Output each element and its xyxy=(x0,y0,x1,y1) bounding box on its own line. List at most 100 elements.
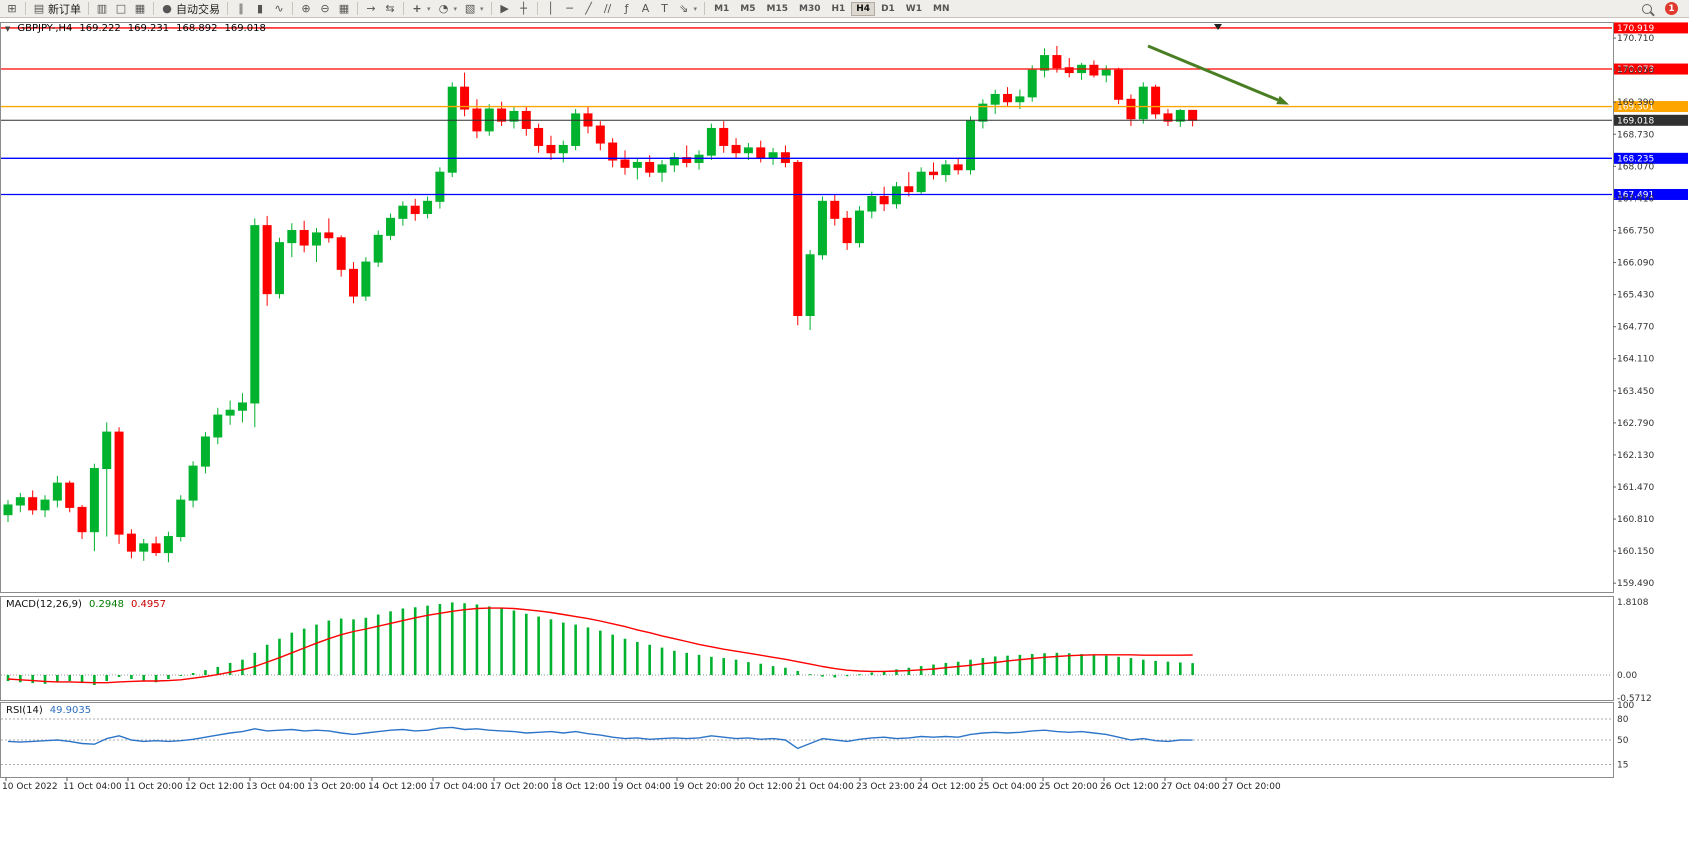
macd-histogram-bar xyxy=(796,670,800,675)
toolbar-separator xyxy=(490,2,492,15)
auto-trading-button[interactable]: ● 自动交易 xyxy=(158,1,223,17)
candle-down xyxy=(1126,98,1136,120)
bar-chart-button[interactable]: ∥ xyxy=(232,1,250,17)
chart-expand-icon[interactable]: ▼ xyxy=(5,24,11,33)
price-axis-label: 163.450 xyxy=(1617,387,1654,397)
macd-histogram-bar xyxy=(919,666,923,675)
search-icon xyxy=(1642,3,1652,14)
equidistant-channel-button[interactable]: ∕∕ xyxy=(599,1,617,17)
macd-histogram-bar xyxy=(1191,663,1194,675)
tf-d1-button[interactable]: D1 xyxy=(876,2,900,16)
text-label-button[interactable]: T xyxy=(656,1,674,17)
macd-histogram-bar xyxy=(339,618,343,675)
rsi-pane-label: RSI(14) 49.9035 xyxy=(6,705,91,716)
toolbar-separator xyxy=(292,2,293,15)
toolbar-separator xyxy=(536,2,538,15)
macd-histogram-bar xyxy=(278,638,281,675)
vertical-line-button[interactable]: │ xyxy=(542,1,560,17)
zoom-out-button[interactable]: ⊖ xyxy=(316,1,334,17)
time-axis[interactable]: 10 Oct 2022 11 Oct 04:00 11 Oct 20:00 12 Oc… xyxy=(2,777,1281,793)
tf-mn-label: MN xyxy=(933,3,950,14)
notification-badge[interactable]: 1 xyxy=(1665,2,1678,15)
macd-histogram-bar xyxy=(1166,661,1170,675)
indicators-button[interactable]: + ▾ xyxy=(408,1,434,17)
rsi-axis-label: 80 xyxy=(1617,715,1629,725)
candle-up xyxy=(990,93,1000,105)
zoom-in-button[interactable]: ⊕ xyxy=(297,1,315,17)
macd-histogram-bar xyxy=(1179,662,1182,675)
candle-up xyxy=(250,225,260,404)
print-button[interactable]: ▥ xyxy=(93,1,111,17)
candle-up xyxy=(1101,69,1111,76)
fibonacci-button[interactable]: ƒ xyxy=(618,1,636,17)
cursor-button[interactable]: ▶ xyxy=(496,1,514,17)
tf-w1-button[interactable]: W1 xyxy=(901,2,927,16)
new-order-button[interactable]: ▤ 新订单 xyxy=(30,1,84,17)
new-chart-icon: ⊞ xyxy=(7,1,17,15)
macd-histogram-bar xyxy=(463,603,466,675)
candle-down xyxy=(336,237,346,270)
candle-up xyxy=(854,210,864,244)
text-button[interactable]: A xyxy=(637,1,655,17)
candle-down xyxy=(929,171,938,176)
macd-value-signal: 0.4957 xyxy=(130,599,166,610)
time-axis-label: 13 Oct 04:00 xyxy=(246,782,305,792)
autotrade-icon: ● xyxy=(162,1,172,15)
macd-histogram-bar xyxy=(216,666,220,675)
tf-h1-button[interactable]: H1 xyxy=(826,2,850,16)
pane-splitter-rsi[interactable] xyxy=(0,700,1689,703)
templates-button[interactable]: ▧ ▾ xyxy=(461,1,487,17)
line-chart-button[interactable]: ∿ xyxy=(270,1,288,17)
tf-m5-button[interactable]: M5 xyxy=(735,2,760,16)
candle-up xyxy=(1027,69,1037,98)
candle-up xyxy=(743,147,753,154)
chart-shift-marker[interactable] xyxy=(1214,24,1222,30)
new-chart-button[interactable]: ⊞ xyxy=(3,1,21,17)
horizontal-line-button[interactable]: ─ xyxy=(561,1,579,17)
candlestick-chart-button[interactable]: ▮ xyxy=(251,1,269,17)
macd-histogram xyxy=(6,602,1194,686)
tf-m1-button[interactable]: M1 xyxy=(709,2,734,16)
auto-trading-label: 自动交易 xyxy=(176,2,220,16)
trend-arrow-object[interactable] xyxy=(1147,44,1279,102)
candle-down xyxy=(1052,55,1062,69)
price-badge-value: 169.301 xyxy=(1617,103,1654,113)
pane-splitter-macd[interactable] xyxy=(0,593,1689,596)
tf-mn-button[interactable]: MN xyxy=(928,2,955,16)
macd-histogram-bar xyxy=(821,675,824,677)
tile-windows-button[interactable]: ▦ xyxy=(335,1,353,17)
candle-down xyxy=(1064,67,1074,74)
tf-h4-button[interactable]: H4 xyxy=(851,1,876,16)
tf-m15-button[interactable]: M15 xyxy=(762,2,793,16)
chart-shift-button[interactable]: ⇆ xyxy=(381,1,399,17)
toolbar-separator xyxy=(227,2,228,15)
tf-m30-button[interactable]: M30 xyxy=(794,2,825,16)
price-axis-label: 161.470 xyxy=(1617,483,1654,493)
bar-chart-icon: ∥ xyxy=(238,1,244,15)
tf-w1-label: W1 xyxy=(905,3,922,14)
candle-up xyxy=(15,497,25,506)
channel-icon: ∕∕ xyxy=(603,1,612,15)
periods-button[interactable]: ◔ ▾ xyxy=(435,1,461,17)
search-button[interactable] xyxy=(1639,1,1655,17)
macd-histogram-bar xyxy=(747,662,750,675)
arrows-button[interactable]: ⇘ ▾ xyxy=(675,1,701,17)
vertical-line-icon: │ xyxy=(547,1,554,15)
auto-scroll-button[interactable]: → xyxy=(362,1,380,17)
print-preview-button[interactable]: □ xyxy=(112,1,130,17)
price-axis-label: 167.410 xyxy=(1617,194,1654,204)
preview-icon: □ xyxy=(115,1,127,15)
macd-histogram-bar xyxy=(524,613,528,675)
macd-value-main: 0.2948 xyxy=(88,599,124,610)
trendline-button[interactable]: ╱ xyxy=(580,1,598,17)
candle-down xyxy=(65,482,75,508)
data-window-button[interactable]: ▦ xyxy=(131,1,149,17)
time-axis-label: 20 Oct 12:00 xyxy=(734,782,793,792)
macd-histogram-bar xyxy=(253,652,257,675)
crosshair-button[interactable]: ┼ xyxy=(515,1,533,17)
candle-up xyxy=(1040,55,1050,71)
candle-down xyxy=(546,144,556,154)
price-badge xyxy=(1614,101,1688,113)
time-axis-label: 18 Oct 12:00 xyxy=(551,782,610,792)
